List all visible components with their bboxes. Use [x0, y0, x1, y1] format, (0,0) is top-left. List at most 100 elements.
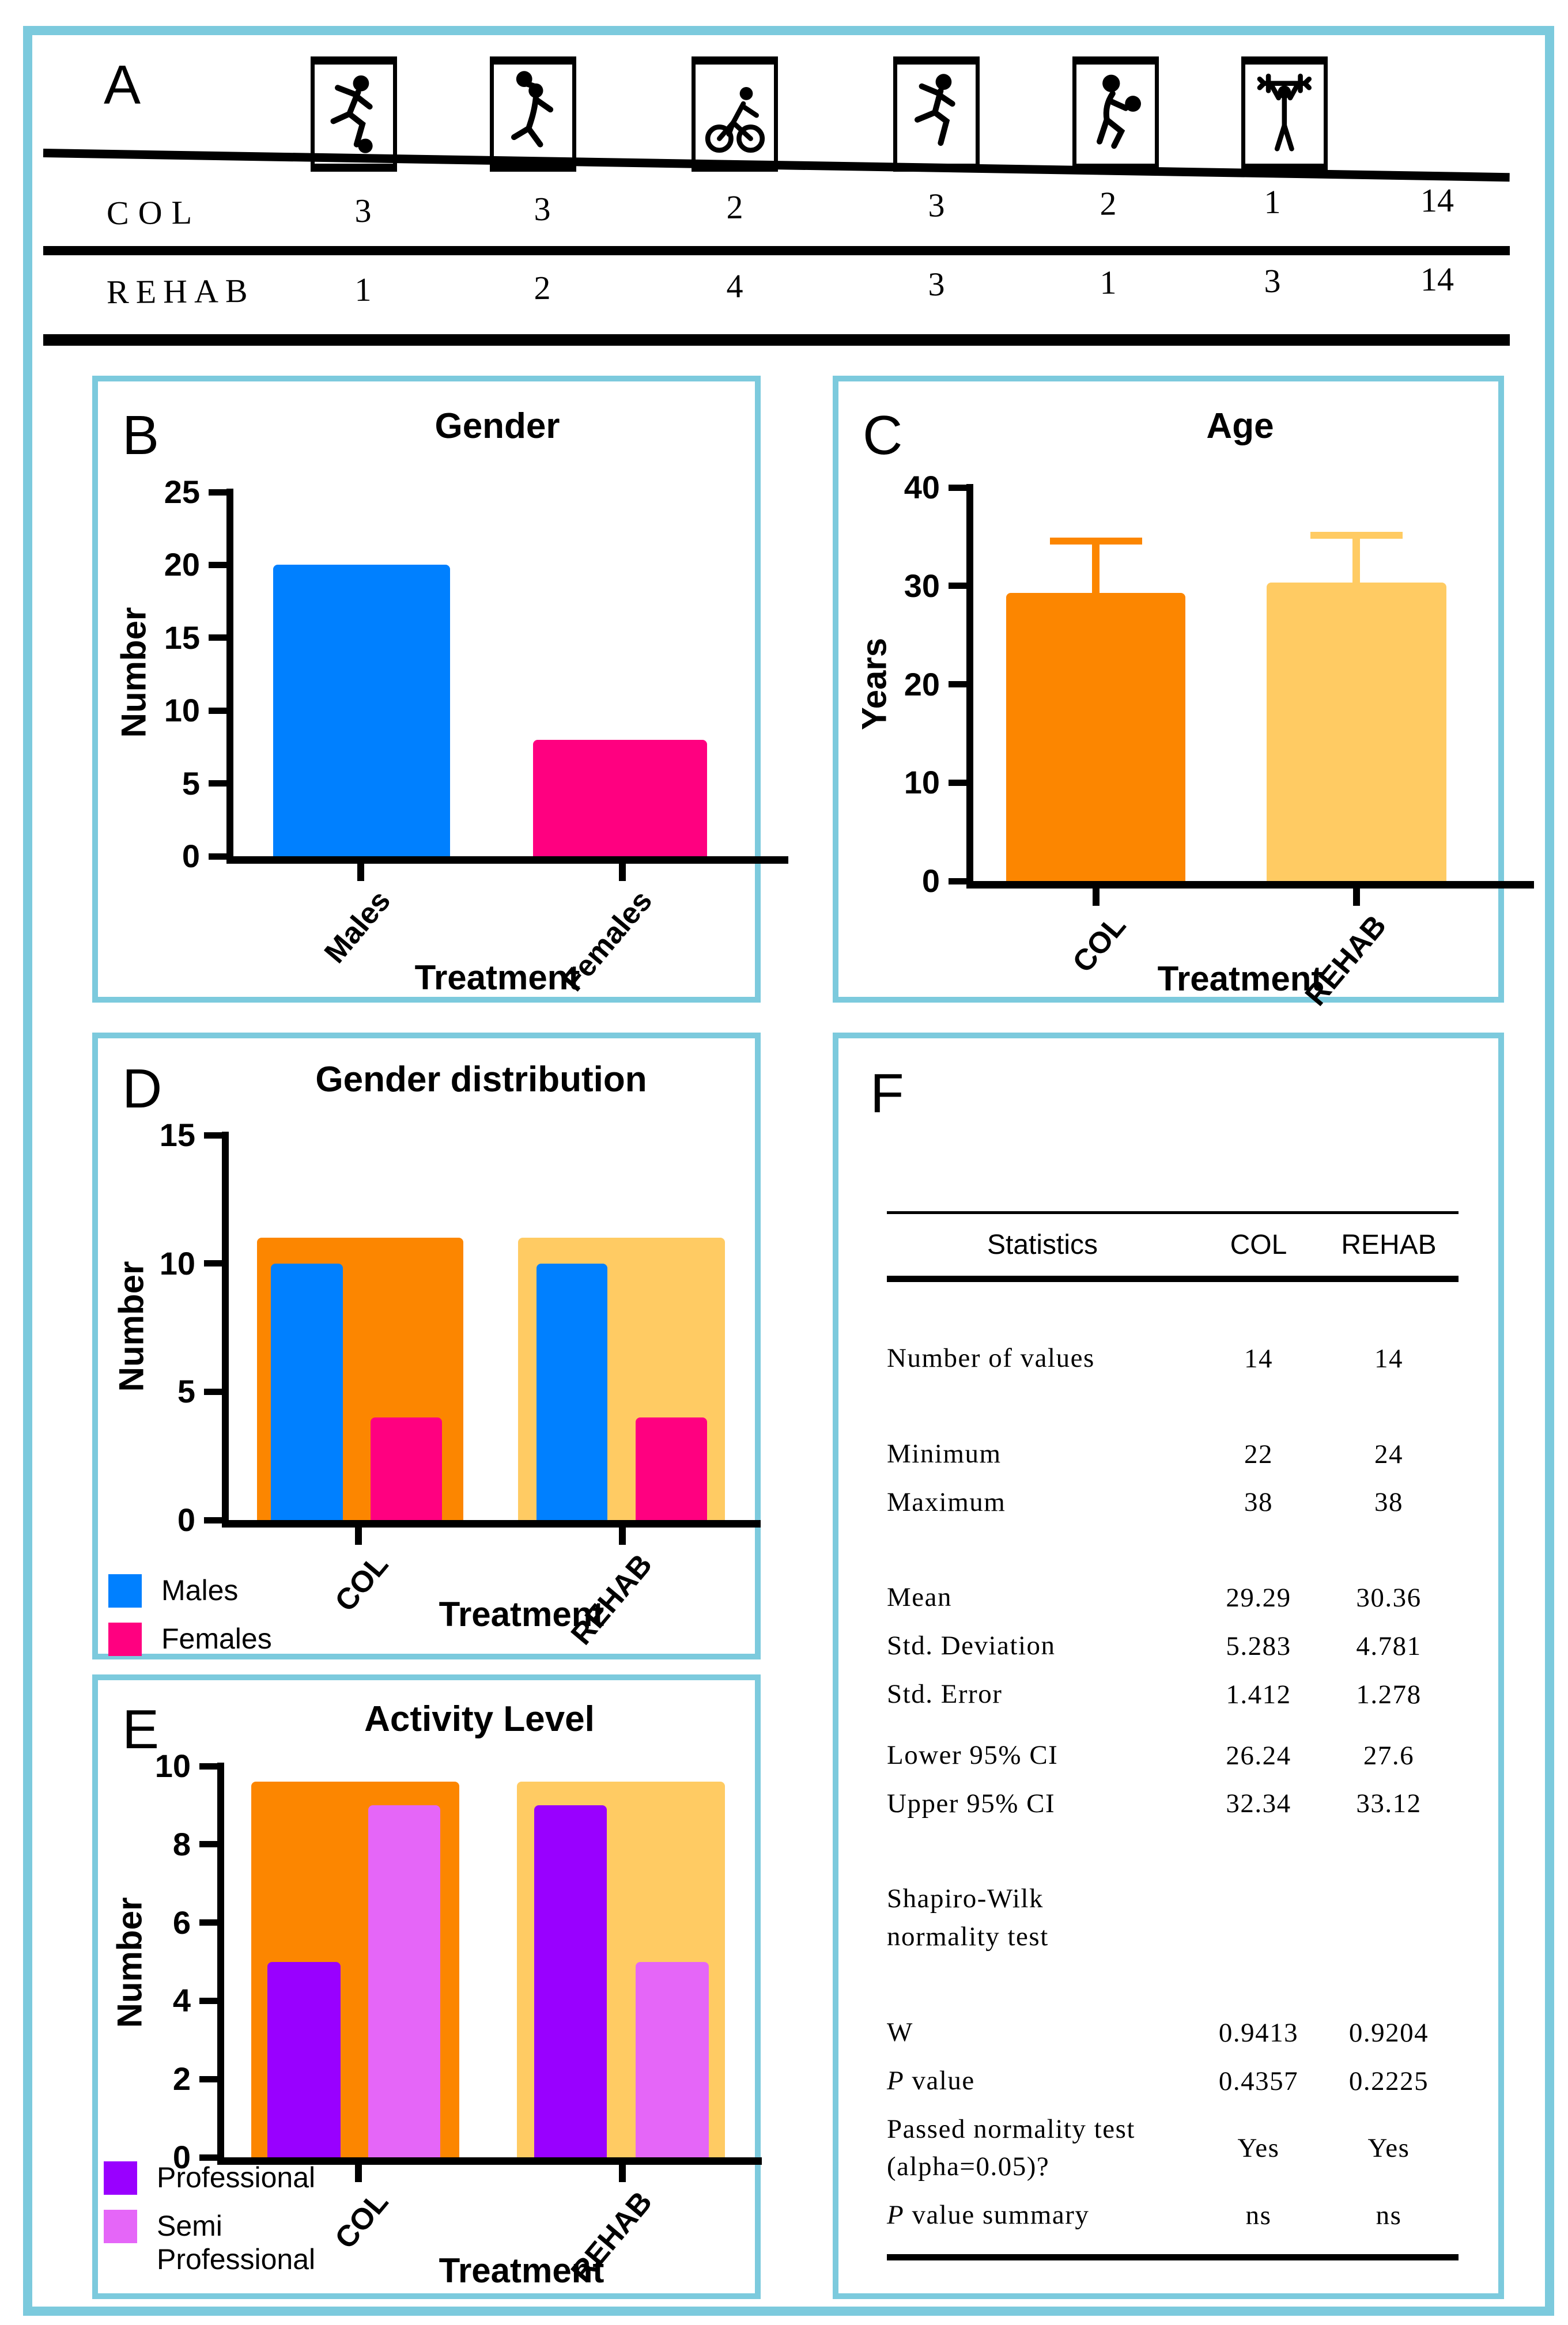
- statistics-table: Statistics COL REHAB Number of values 14…: [887, 1211, 1459, 2260]
- y-tick-mark: [199, 1841, 218, 1848]
- y-tick-mark: [199, 1919, 218, 1926]
- stat-rehab-value: 27.6: [1363, 1740, 1415, 1771]
- chart-c-ylabel: Years: [855, 637, 894, 731]
- chart-b-xlabel: Treatment: [414, 958, 580, 997]
- x-category-females: Females: [556, 884, 659, 998]
- header-rehab: REHAB: [1341, 1230, 1437, 1260]
- stat-rehab-value: 14: [1374, 1343, 1403, 1374]
- col-total: 14: [1420, 181, 1454, 220]
- table-rule-bottom: [887, 2254, 1459, 2260]
- stat-col-value: 5.283: [1226, 1631, 1291, 1662]
- y-tick-mark: [209, 780, 227, 787]
- legend-item-professional: Professional: [104, 2161, 330, 2195]
- legend-label: Males: [161, 1574, 239, 1606]
- stat-rehab-value: 0.9204: [1348, 2017, 1429, 2048]
- volleyball-spike-icon: [490, 56, 576, 172]
- table-row: Upper 95% CI 32.34 33.12: [887, 1785, 1459, 1823]
- y-axis: [217, 1763, 224, 2157]
- table-row: Passed normality test (alpha=0.05)? Yes …: [887, 2111, 1459, 2187]
- errorbar-cap: [1049, 537, 1142, 545]
- y-tick-mark: [199, 1997, 218, 2004]
- stat-rehab-value: 33.12: [1356, 1789, 1422, 1819]
- legend-label: Females: [161, 1623, 272, 1655]
- panel-f-letter: F: [870, 1063, 904, 1124]
- y-tick-label: 10: [154, 1748, 191, 1784]
- stat-rehab-value: 38: [1374, 1487, 1403, 1518]
- stat-label: Shapiro-Wilk normality test: [887, 1884, 1049, 1952]
- bar-col-age: [1006, 592, 1185, 881]
- bar-col-females: [371, 1417, 442, 1520]
- errorbar-rehab: [1310, 531, 1403, 583]
- y-tick-label: 0: [182, 838, 200, 874]
- stat-label: Lower 95% CI: [887, 1740, 1059, 1770]
- y-tick-mark: [204, 1388, 222, 1395]
- bar-rehab-semiprofessional: [636, 1961, 709, 2157]
- stat-col-value: 0.9413: [1218, 2017, 1299, 2048]
- table-row: Std. Error 1.412 1.278: [887, 1676, 1459, 1714]
- bar-rehab-females: [636, 1417, 707, 1520]
- stat-label: Minimum: [887, 1438, 1002, 1469]
- panel-e-letter: E: [122, 1699, 160, 1760]
- x-tick: [355, 2165, 362, 2182]
- header-statistics: Statistics: [987, 1230, 1098, 1260]
- rehab-running-count: 3: [928, 265, 945, 303]
- panel-c-letter: C: [863, 404, 903, 466]
- chart-d-xlabel: Treatment: [439, 1595, 604, 1634]
- stat-col-value: 26.24: [1226, 1740, 1291, 1771]
- x-tick: [619, 1528, 626, 1545]
- y-tick-mark: [949, 681, 967, 687]
- chart-e-title: Activity Level: [364, 1699, 595, 1739]
- y-tick-mark: [949, 583, 967, 589]
- stat-label: Std. Deviation: [887, 1631, 1056, 1661]
- table-rule-middle: [43, 246, 1510, 255]
- x-axis: [217, 2157, 762, 2165]
- table-rule-top: [887, 1211, 1459, 1214]
- y-tick-label: 5: [182, 765, 200, 802]
- stat-label: W: [887, 2017, 913, 2047]
- panel-c: C Age Years COL REHAB 0 10 20 30 40 Treatmen…: [833, 376, 1534, 1012]
- y-tick-mark: [209, 634, 227, 641]
- stat-label: Passed normality test (alpha=0.05)?: [887, 2114, 1135, 2182]
- y-tick-label: 20: [164, 546, 200, 583]
- bar-col-semiprofessional: [368, 1805, 440, 2157]
- y-tick-mark: [949, 779, 967, 786]
- chart-d-ylabel: Number: [112, 1261, 151, 1392]
- table-row: W 0.9413 0.9204: [887, 2014, 1459, 2052]
- chart-e-legend: Professional Semi Professional: [104, 2161, 330, 2276]
- bar-males: [273, 565, 450, 856]
- stat-label: Mean: [887, 1582, 953, 1613]
- semiprofessional-swatch: [104, 2210, 137, 2243]
- y-tick-mark: [204, 1517, 222, 1523]
- bar-females: [533, 739, 707, 856]
- y-tick-label: 15: [159, 1117, 195, 1153]
- chart-e-plot: COL REHAB 0 2 4 6 8 10: [155, 1750, 762, 2289]
- stat-label: P value summary: [887, 2200, 1090, 2231]
- males-swatch: [108, 1574, 142, 1608]
- x-tick: [619, 864, 626, 881]
- stat-rehab-value: 24: [1374, 1439, 1403, 1469]
- panel-d-letter: D: [122, 1058, 163, 1120]
- rehab-cycling-count: 4: [726, 267, 743, 305]
- x-tick: [619, 2165, 626, 2182]
- y-tick-mark: [209, 707, 227, 714]
- soccer-icon: [311, 56, 397, 172]
- table-header-row: Statistics COL REHAB: [887, 1214, 1459, 1276]
- stat-label: Maximum: [887, 1487, 1006, 1517]
- chart-c-xlabel: Treatment: [1157, 959, 1323, 998]
- stat-rehab-value: 1.278: [1356, 1679, 1422, 1710]
- cycling-icon: [692, 56, 778, 172]
- row-label-col: COL: [106, 193, 202, 232]
- stat-col-value: 1.412: [1226, 1679, 1291, 1710]
- chart-b-ylabel: Number: [114, 607, 153, 738]
- col-volleyball-bump-count: 2: [1100, 184, 1117, 222]
- y-tick-label: 4: [172, 1982, 191, 2019]
- volleyball-bump-icon: [1072, 56, 1159, 172]
- stat-label: Upper 95% CI: [887, 1788, 1056, 1819]
- col-volleyball-spike-count: 3: [534, 190, 551, 228]
- rehab-weightlifting-count: 3: [1264, 262, 1281, 300]
- y-tick-mark: [204, 1132, 222, 1139]
- chart-e-xlabel: Treatment: [439, 2251, 604, 2290]
- stat-col-value: 38: [1244, 1487, 1273, 1518]
- bar-rehab-age: [1267, 582, 1446, 881]
- y-tick-mark: [199, 2076, 218, 2082]
